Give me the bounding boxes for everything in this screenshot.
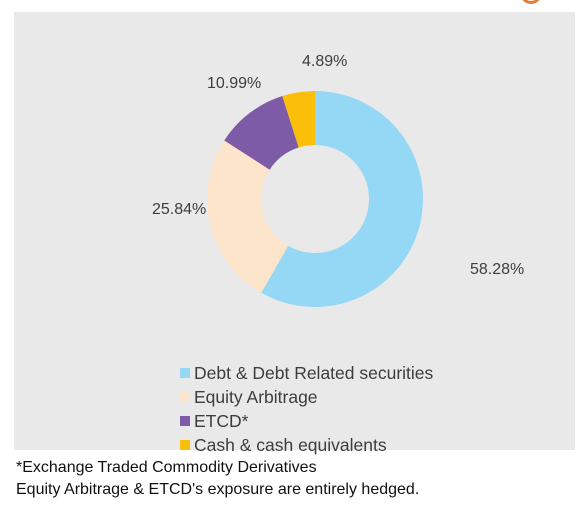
donut-slices (206, 91, 423, 308)
footnote-etcd-definition: *Exchange Traded Commodity Derivatives (16, 459, 317, 476)
footnotes: *Exchange Traded Commodity Derivatives E… (16, 457, 419, 501)
donut-slice-cash (282, 91, 315, 148)
value-label-debt: 58.28% (470, 261, 524, 278)
chart-legend: Debt & Debt Related securities Equity Ar… (180, 361, 433, 457)
legend-label-etcd: ETCD* (194, 410, 249, 431)
corner-logo-fragment (520, 0, 544, 6)
footnote-hedging-note: Equity Arbitrage & ETCD's exposure are e… (16, 481, 420, 498)
legend-label-cash: Cash & cash equivalents (194, 434, 387, 455)
value-label-cash: 4.89% (302, 53, 347, 70)
legend-swatch-cash (180, 440, 190, 450)
legend-item-debt: Debt & Debt Related securities (180, 361, 433, 385)
legend-swatch-etcd (180, 416, 190, 426)
legend-label-debt: Debt & Debt Related securities (194, 362, 434, 383)
donut-slice-etcd (224, 96, 299, 170)
donut-slice-debt (261, 91, 423, 308)
legend-item-cash: Cash & cash equivalents (180, 433, 433, 457)
value-label-etcd: 10.99% (207, 75, 261, 92)
donut-slice-equity-arbitrage (206, 140, 289, 293)
legend-label-equity-arbitrage: Equity Arbitrage (194, 386, 318, 407)
legend-swatch-equity-arbitrage (180, 392, 190, 402)
legend-swatch-debt (180, 368, 190, 378)
legend-item-etcd: ETCD* (180, 409, 433, 433)
legend-item-equity-arbitrage: Equity Arbitrage (180, 385, 433, 409)
value-label-equity-arbitrage: 25.84% (152, 201, 206, 218)
chart-panel: 58.28% 25.84% 10.99% 4.89% Debt & Debt Rela… (14, 12, 575, 455)
donut-value-labels: 58.28% 25.84% 10.99% 4.89% (152, 53, 524, 278)
donut-chart: 58.28% 25.84% 10.99% 4.89% (152, 53, 524, 308)
